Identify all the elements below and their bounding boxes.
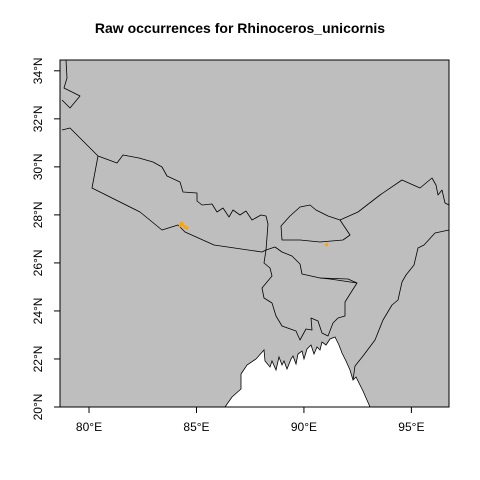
border-bhutan [280,204,351,243]
border-tibet-east [339,177,450,221]
x-tick-label: 85°E [183,420,209,434]
axes: 80°E 85°E 90°E 95°E 20°N 22°N 24°N 26°N 28°N 30°N… [31,57,424,434]
bay-of-bengal-sea [224,336,371,408]
y-tick-label: 34°N [31,57,45,84]
y-tick-label: 32°N [31,105,45,132]
y-tick-label: 26°N [31,250,45,277]
plot-frame [59,59,450,408]
y-tick-label: 20°N [31,394,45,421]
y-tick-label: 30°N [31,153,45,180]
y-tick-label: 22°N [31,346,45,373]
border-bangladesh-east [319,277,358,284]
x-tick-label: 90°E [291,420,317,434]
border-myanmar [352,229,450,381]
occurrence-point [185,226,189,230]
y-tick-label: 24°N [31,298,45,325]
map-title: Raw occurrences for Rhinoceros_unicornis [94,20,386,36]
border-nepal-india-north [61,127,269,253]
border-bangladesh [261,246,358,341]
x-tick-label: 80°E [76,420,102,434]
occurrence-points [178,221,329,247]
occurrence-point [324,243,329,247]
y-tick-label: 28°N [31,201,45,228]
occurrence-point [179,221,184,225]
land-background [60,60,449,407]
x-tick-label: 95°E [398,420,424,434]
